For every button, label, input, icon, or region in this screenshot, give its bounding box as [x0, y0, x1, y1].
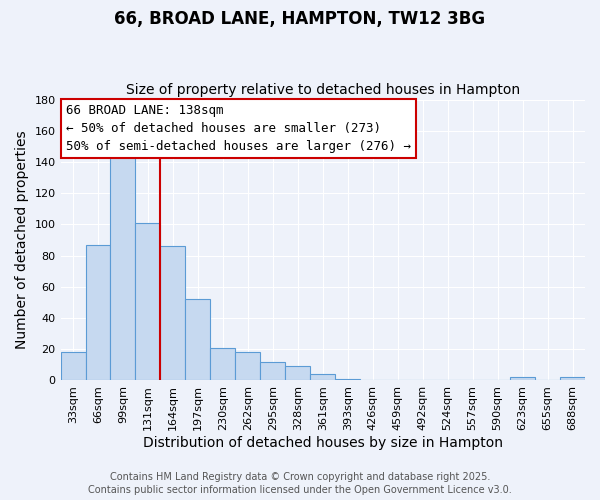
Text: 66, BROAD LANE, HAMPTON, TW12 3BG: 66, BROAD LANE, HAMPTON, TW12 3BG: [115, 10, 485, 28]
Text: 66 BROAD LANE: 138sqm
← 50% of detached houses are smaller (273)
50% of semi-det: 66 BROAD LANE: 138sqm ← 50% of detached …: [66, 104, 411, 153]
Bar: [286, 366, 310, 380]
Bar: [86, 244, 110, 380]
Bar: [310, 374, 335, 380]
Bar: [136, 223, 160, 380]
Text: Contains HM Land Registry data © Crown copyright and database right 2025.
Contai: Contains HM Land Registry data © Crown c…: [88, 472, 512, 495]
Bar: [335, 379, 360, 380]
Bar: [260, 362, 286, 380]
Bar: [160, 246, 185, 380]
X-axis label: Distribution of detached houses by size in Hampton: Distribution of detached houses by size …: [143, 436, 503, 450]
Bar: [61, 352, 86, 380]
Bar: [211, 348, 235, 380]
Bar: [560, 378, 585, 380]
Bar: [235, 352, 260, 380]
Bar: [185, 300, 211, 380]
Bar: [110, 151, 136, 380]
Title: Size of property relative to detached houses in Hampton: Size of property relative to detached ho…: [126, 83, 520, 97]
Y-axis label: Number of detached properties: Number of detached properties: [15, 130, 29, 350]
Bar: [510, 378, 535, 380]
